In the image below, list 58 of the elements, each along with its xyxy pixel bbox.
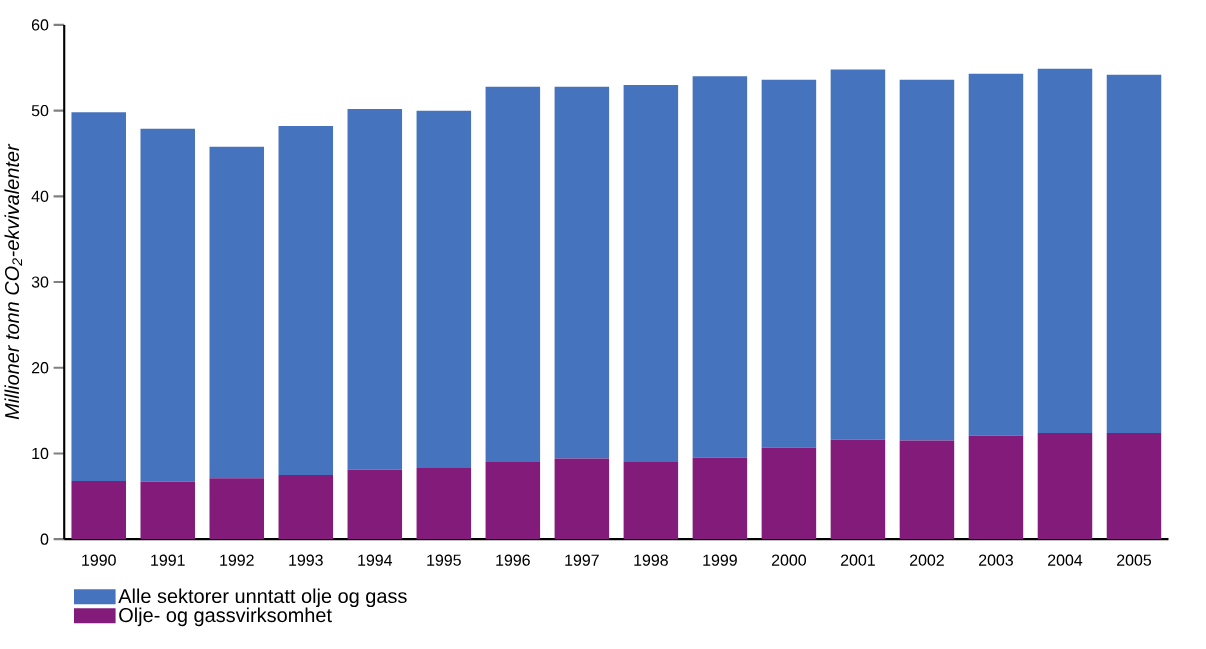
bar — [830, 439, 886, 540]
y-tick-label: 30 — [31, 276, 49, 288]
y-tick-label: 0 — [40, 533, 49, 545]
bar — [71, 112, 126, 481]
y-tick-label: 10 — [32, 447, 49, 460]
bar — [554, 458, 610, 540]
x-tick-label: 1993 — [289, 554, 323, 566]
bar — [761, 447, 817, 540]
y-tick-label: 50 — [31, 105, 49, 117]
bar — [968, 435, 1024, 540]
bar — [140, 481, 196, 540]
x-tick-label: 2003 — [979, 554, 1013, 566]
x-tick-label: 2000 — [771, 554, 807, 566]
bar — [278, 474, 334, 540]
x-tick-label: 1996 — [496, 554, 530, 566]
bar — [71, 480, 126, 540]
bar — [692, 457, 748, 540]
bar — [278, 126, 334, 475]
x-tick-label: 1992 — [220, 554, 254, 566]
x-tick-label: 2002 — [909, 554, 944, 566]
x-tick-label: 2004 — [1048, 554, 1083, 566]
bar — [623, 85, 679, 463]
bar — [899, 79, 955, 441]
x-tick-label: 1990 — [82, 554, 116, 566]
legend-label: Alle sektorer unntatt olje og gass — [118, 588, 407, 608]
x-tick-label: 1997 — [565, 554, 599, 566]
bar — [1037, 68, 1093, 433]
y-tick-label: 40 — [31, 190, 49, 203]
bar — [347, 469, 403, 540]
bar — [209, 478, 265, 540]
bar — [761, 79, 817, 448]
x-tick-label: 1994 — [358, 554, 393, 566]
bar — [554, 86, 610, 459]
x-tick-label: 1995 — [427, 554, 461, 566]
bar — [1106, 433, 1162, 540]
bar — [830, 69, 886, 440]
bar — [623, 462, 679, 540]
y-axis-title: Millioner tonn CO$_{2}$-ekvivalenter — [4, 143, 23, 420]
bar — [347, 109, 403, 470]
bar — [485, 462, 541, 540]
bar — [692, 76, 748, 458]
bar — [140, 128, 196, 482]
bar — [899, 440, 955, 540]
x-tick-label: 1991 — [151, 554, 185, 566]
x-tick-label: 1998 — [634, 554, 668, 566]
x-tick-label: 2001 — [840, 554, 875, 566]
y-tick-label: 60 — [31, 19, 49, 31]
bar — [1106, 74, 1162, 433]
bar — [416, 110, 472, 469]
x-tick-label: 2005 — [1117, 554, 1152, 566]
y-tick-label: 20 — [31, 362, 49, 374]
bar — [1037, 433, 1093, 540]
bar — [485, 86, 541, 463]
bar — [416, 468, 472, 540]
bar — [209, 146, 265, 479]
bar — [968, 73, 1024, 436]
x-tick-label: 1999 — [703, 554, 737, 566]
legend-label: Olje- og gassvirksomhet — [119, 607, 332, 627]
